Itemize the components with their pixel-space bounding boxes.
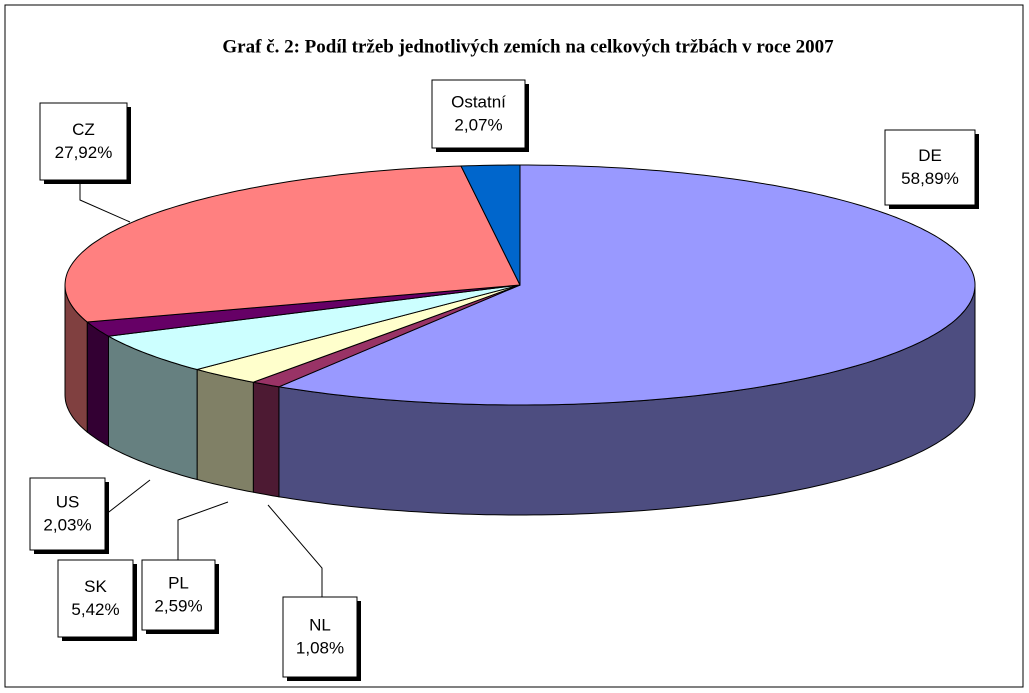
label-value: 5,42% [71,600,119,619]
label-category: Ostatní [451,92,506,111]
label-box [282,596,358,678]
label-value: 2,59% [154,596,202,615]
label-box [884,129,976,206]
slice [195,284,521,383]
label-box [431,79,526,149]
label-value: 58,89% [901,169,959,188]
chart-title: Graf č. 2: Podíl tržeb jednotlivých zemí… [222,36,834,57]
slice [64,165,521,323]
leader-line [104,479,151,516]
slice [85,284,521,337]
label-box [29,477,106,551]
leader-line [177,501,229,560]
slice-side [252,381,280,498]
label-value: 27,92% [55,143,113,162]
label-value: 2,07% [454,115,502,134]
label-box [39,102,128,181]
label-category: SK [84,577,107,596]
label-box [57,559,134,638]
slice [106,284,521,371]
label-value: 2,03% [43,515,91,534]
label-category: DE [918,146,942,165]
label-value: 1,08% [296,638,344,657]
slice-side [86,320,109,448]
slice-side [196,368,254,493]
leader-line [79,180,131,223]
label-category: CZ [72,120,95,139]
slice [460,164,521,286]
leader-line [267,504,323,597]
slice [277,164,976,406]
label-category: NL [309,615,331,634]
label-category: US [56,492,80,511]
label-category: PL [168,573,189,592]
label-box [141,559,216,631]
